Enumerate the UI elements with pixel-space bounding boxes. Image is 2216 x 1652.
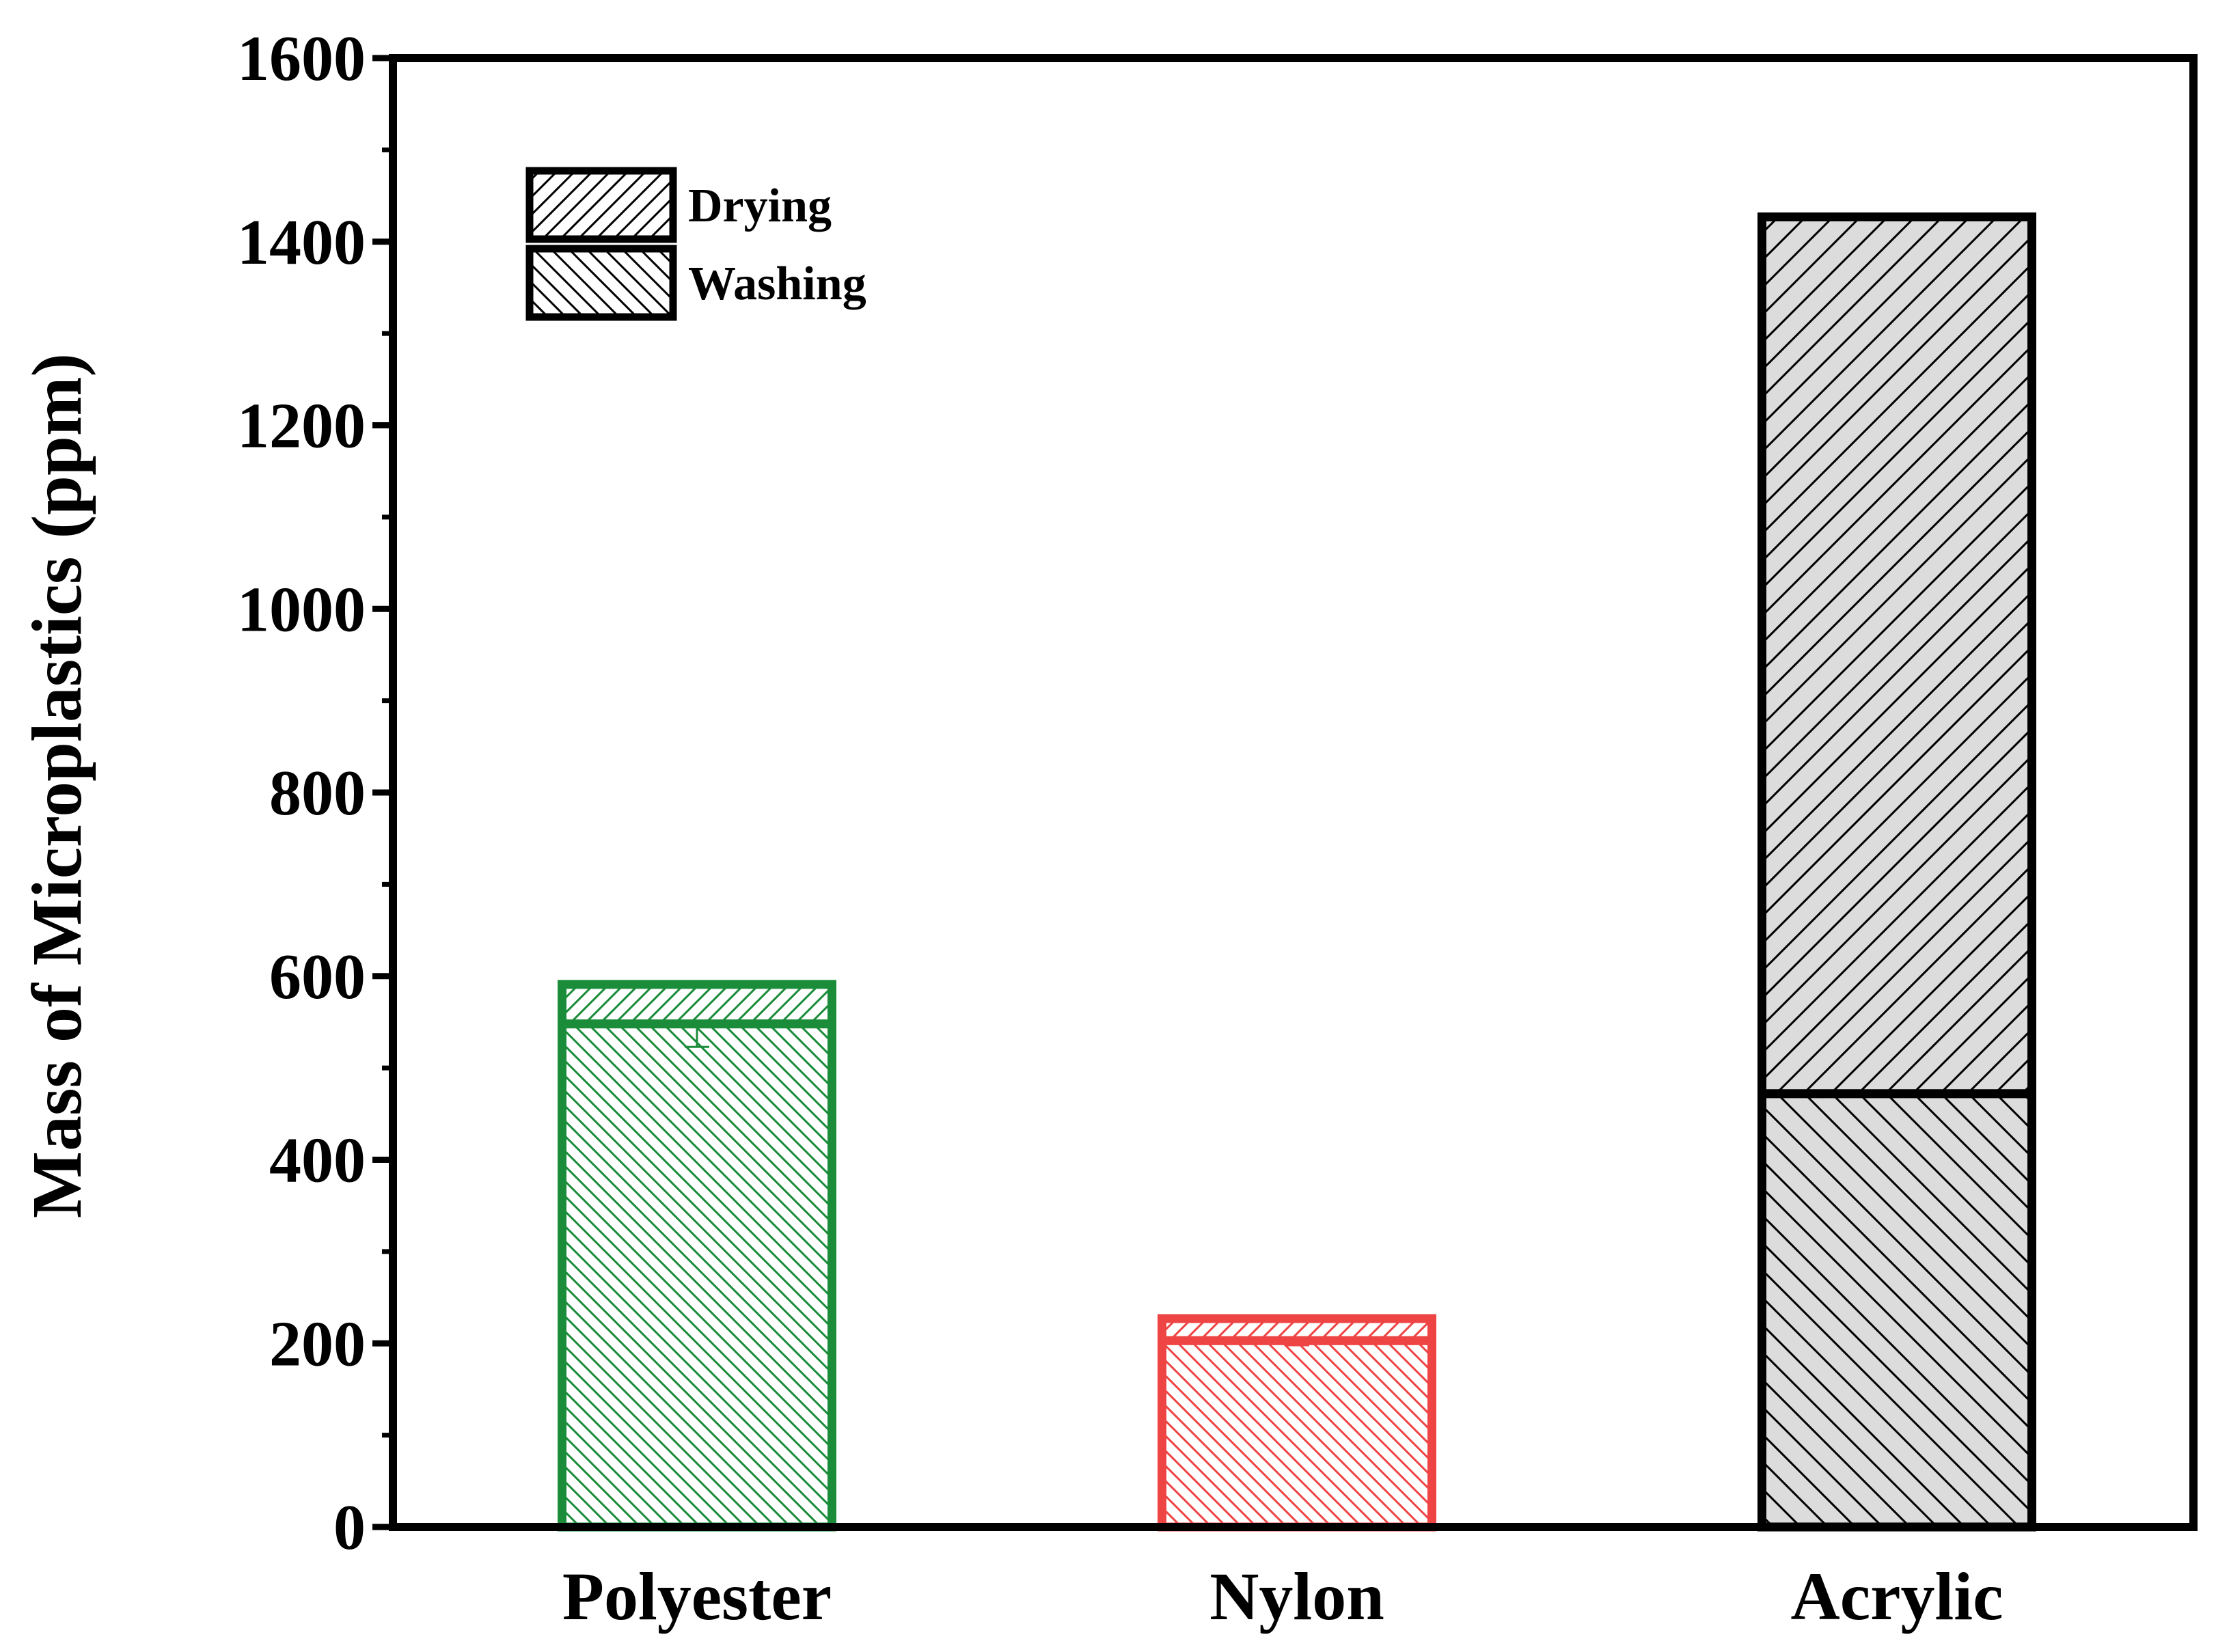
bar-polyester-washing [558,1019,836,1532]
y-tick-label: 0 [333,1492,366,1563]
bar-nylon-drying [1158,1314,1436,1345]
y-tick-label: 200 [269,1308,366,1379]
bar-acrylic-washing [1757,1089,2036,1532]
legend-swatch-drying [525,167,677,243]
y-tick-label: 400 [269,1125,366,1196]
legend-label-drying: Drying [688,180,832,232]
x-axis: Polyester Nylon Acrylic [562,1558,2003,1634]
x-category-label-nylon: Nylon [1209,1558,1384,1634]
y-tick-label: 1000 [237,574,366,645]
y-tick-label: 600 [269,941,366,1013]
legend-label-washing: Washing [688,258,866,310]
bars-layer [558,212,2036,1532]
bar-nylon-washing [1158,1336,1436,1532]
error-bar-nylon-drying [1285,1315,1309,1322]
x-category-label-polyester: Polyester [562,1558,832,1634]
y-tick-label: 1600 [237,23,366,94]
y-tick-label: 1200 [237,391,366,462]
y-axis: 0 200 400 600 800 1000 1200 1400 1600 [237,23,393,1563]
error-bar-polyester-drying [685,981,709,988]
y-axis-title: Mass of Microplastics (ppm) [18,353,96,1218]
bar-polyester-drying [558,980,836,1029]
y-tick-label: 1400 [237,207,366,278]
legend: Drying Washing [525,167,866,321]
legend-swatch-washing [525,245,677,321]
x-category-label-acrylic: Acrylic [1791,1558,2003,1634]
bar-acrylic-drying [1757,212,2036,1099]
error-bar-acrylic-drying [1885,214,1909,220]
y-tick-label: 800 [269,758,366,829]
